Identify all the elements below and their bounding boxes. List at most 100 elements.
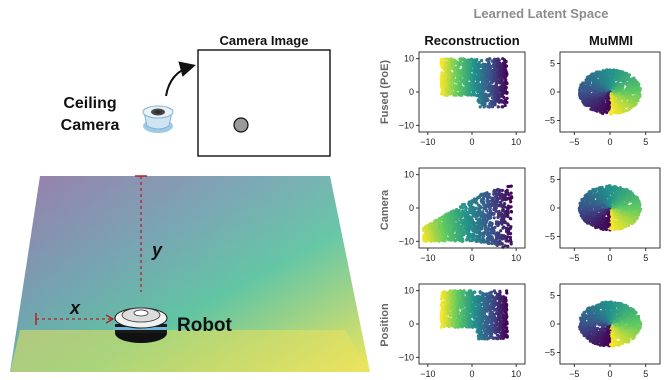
scatter-point xyxy=(586,80,590,84)
scatter-point xyxy=(506,214,510,218)
scatter-point xyxy=(483,230,487,234)
scatter-point xyxy=(622,77,626,81)
scatter-point xyxy=(618,223,622,227)
scatter-point xyxy=(505,100,509,104)
y-tick-label: 0 xyxy=(550,203,555,213)
scatter-point xyxy=(454,233,458,237)
scatter-point xyxy=(458,58,463,62)
y-label: y xyxy=(151,240,163,260)
scatter-point xyxy=(479,65,483,69)
scatter-point xyxy=(627,215,631,220)
scatter-point xyxy=(590,200,594,204)
y-tick-label: 0 xyxy=(409,203,414,213)
scatter-point xyxy=(452,62,457,66)
scatter-point xyxy=(484,84,488,89)
scatter-point xyxy=(425,224,429,228)
scatter-point xyxy=(504,226,509,230)
scatter-point xyxy=(478,237,482,241)
scatter-point xyxy=(482,200,486,204)
scatter-point xyxy=(606,98,610,102)
scatter-point xyxy=(449,238,453,242)
scatter-point xyxy=(454,213,458,217)
scatter-point xyxy=(495,193,499,197)
scatter-point xyxy=(487,63,491,67)
scatter-point xyxy=(494,206,498,210)
scatter-point xyxy=(479,192,483,196)
scatter-point xyxy=(483,227,487,231)
scatter-point xyxy=(483,217,487,221)
scatter-point xyxy=(509,240,513,244)
scatter-point xyxy=(451,81,455,85)
scatter-point xyxy=(447,58,451,62)
scatter-point xyxy=(438,226,443,230)
scatter-point xyxy=(487,192,491,196)
scatter-point xyxy=(473,77,477,81)
scatter-point xyxy=(626,93,630,97)
scatter-point xyxy=(611,219,615,224)
scatter-point xyxy=(614,88,618,92)
scatter-point xyxy=(460,237,464,241)
scatter-point xyxy=(467,71,471,75)
scatter-point xyxy=(506,244,510,248)
scatter-point xyxy=(634,101,638,105)
scatter-point xyxy=(603,84,607,88)
scatter-point xyxy=(638,209,642,213)
scatter-point xyxy=(608,200,612,204)
y-tick-label: 10 xyxy=(404,170,414,180)
scatter-point xyxy=(613,215,618,220)
scatter-point xyxy=(441,92,445,96)
scatter-point xyxy=(484,98,488,102)
scatter-point xyxy=(502,209,506,213)
scatter-point xyxy=(599,215,603,219)
scatter-point xyxy=(427,237,431,241)
scatter-point xyxy=(504,64,509,68)
scatter-point xyxy=(457,75,462,79)
scatter-point xyxy=(500,204,504,208)
scatter-point xyxy=(445,87,449,91)
ceiling-camera-label-2: Camera xyxy=(61,117,120,134)
scatter-point xyxy=(490,241,494,246)
scatter-point xyxy=(480,75,484,80)
scatter-point xyxy=(447,90,452,94)
scatter-point xyxy=(483,203,487,207)
scatter-point xyxy=(605,211,610,215)
scatter-point xyxy=(506,211,510,216)
scatter-point xyxy=(474,62,478,66)
camera-image-frame xyxy=(197,49,331,157)
scatter-point xyxy=(630,90,635,95)
scatter-point xyxy=(617,79,621,83)
scatter-point xyxy=(488,102,492,106)
scatter-point xyxy=(619,101,623,105)
scatter-point xyxy=(458,63,462,67)
scatter-point xyxy=(440,65,444,69)
scatter-point xyxy=(431,230,435,234)
scatter-point xyxy=(472,200,476,204)
scatter-point xyxy=(433,221,437,225)
scatter-point xyxy=(622,212,626,216)
scatter-point xyxy=(445,93,449,97)
scatter-point xyxy=(443,73,447,78)
scatter-point xyxy=(613,102,617,106)
scatter-point xyxy=(629,99,633,103)
scatter-point xyxy=(595,90,599,94)
scatter-point xyxy=(600,225,605,229)
scatter-point xyxy=(604,227,609,232)
scatter-point xyxy=(616,85,620,89)
floor-scene xyxy=(10,176,370,372)
scatter-point xyxy=(463,211,467,215)
scatter-point xyxy=(604,79,609,83)
scatter-point xyxy=(606,193,611,197)
scatter-point xyxy=(505,96,509,100)
scatter-point xyxy=(509,184,513,188)
scatter-point xyxy=(614,185,618,189)
scatter-point xyxy=(611,201,615,205)
scatter-point xyxy=(610,95,614,99)
scatter-point xyxy=(463,59,467,63)
scatter-point xyxy=(597,72,602,76)
scatter-point xyxy=(484,209,489,213)
scatter-point xyxy=(479,303,484,307)
scatter-point xyxy=(508,226,512,230)
row-label-position: Position xyxy=(379,303,391,347)
scatter-point xyxy=(476,196,480,200)
